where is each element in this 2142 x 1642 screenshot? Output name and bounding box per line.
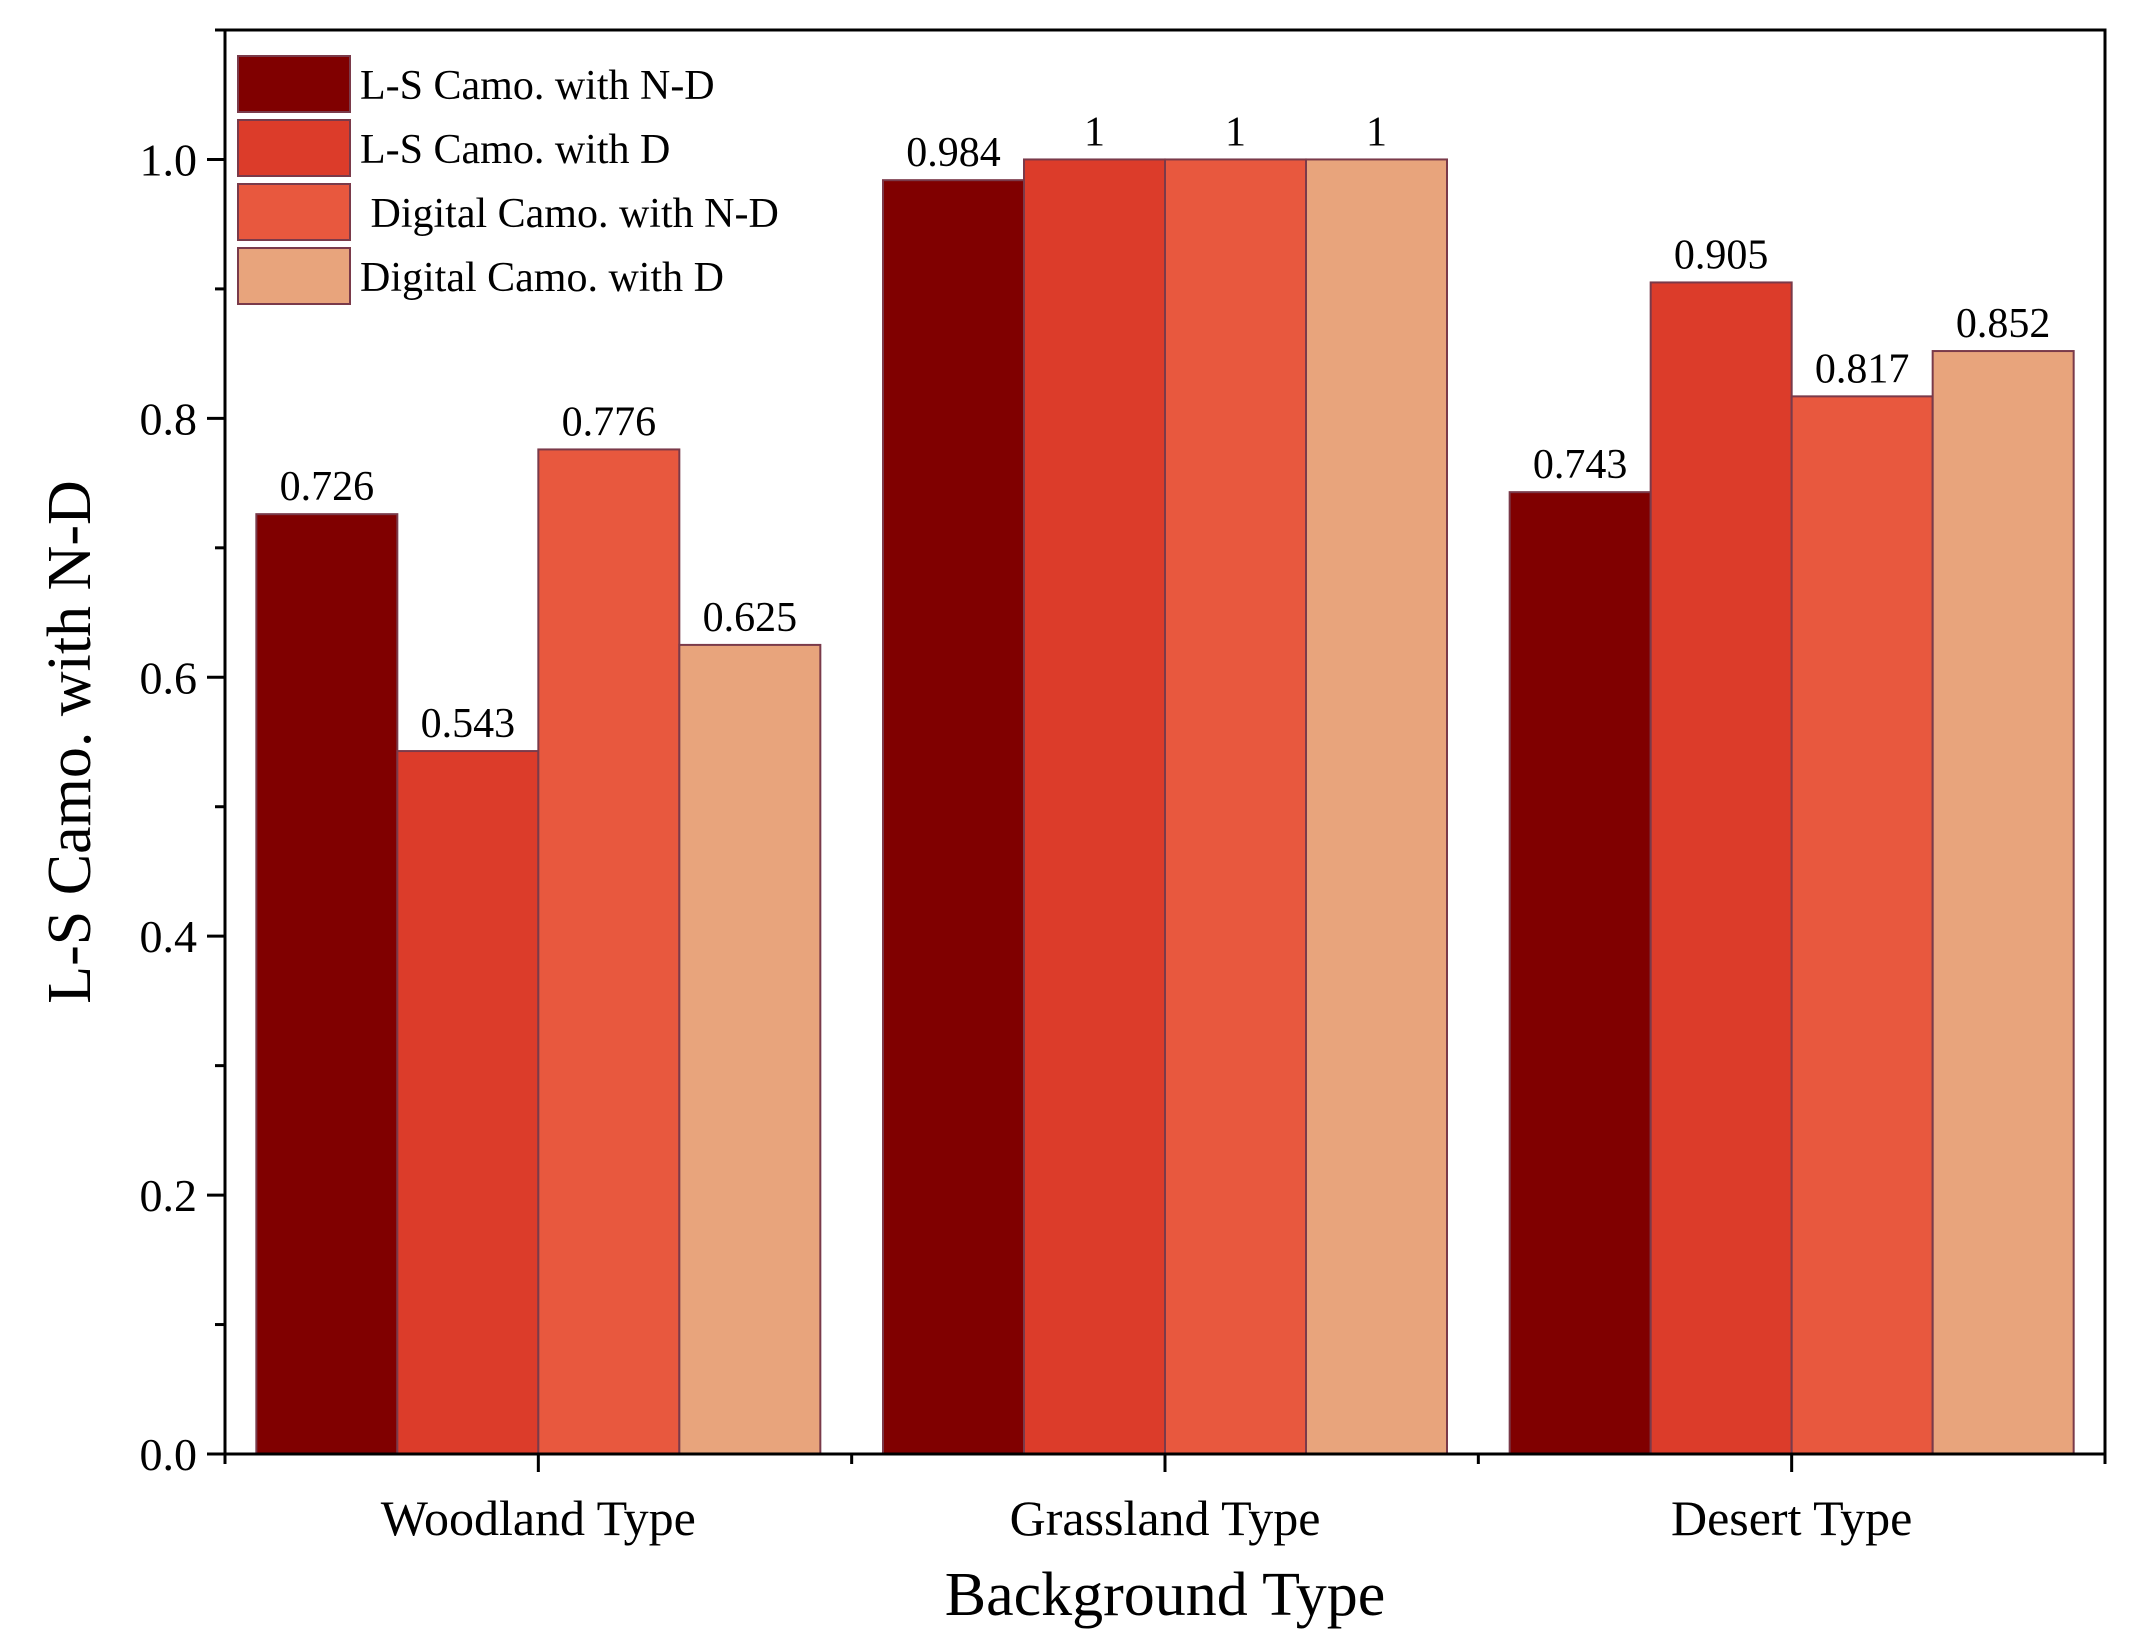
legend-label: L-S Camo. with D <box>360 127 670 173</box>
bar-3-grassland-type <box>1164 158 1307 1455</box>
data-labels-layer: 0.726 0.543 0.776 0.625 0.984 1 1 1 0.743 0.905 0.… <box>280 109 2051 747</box>
legend-label: L-S Camo. with N-D <box>360 63 715 109</box>
data-label: 0.726 <box>280 464 375 510</box>
bar-3-woodland-type <box>537 448 681 1455</box>
y-tick-label: 0.8 <box>140 393 198 444</box>
data-label: 0.817 <box>1815 346 1910 392</box>
data-label: 1 <box>1225 109 1246 155</box>
legend-swatch <box>237 119 351 177</box>
axes-layer: 0.0 0.2 0.4 0.6 0.8 1.0 Woodland Type Grassland… <box>140 28 2107 1546</box>
data-label: 0.984 <box>906 130 1001 176</box>
legend-label: Digital Camo. with N-D <box>360 191 779 237</box>
y-tick-label: 0.0 <box>140 1429 198 1480</box>
legend-swatch <box>237 183 351 241</box>
bar-2-desert-type <box>1649 281 1793 1455</box>
y-axis-title: L-S Camo. with N-D <box>36 480 104 1004</box>
legend-swatch <box>237 55 351 113</box>
bar-2-woodland-type <box>396 750 540 1455</box>
data-label: 0.905 <box>1674 232 1769 278</box>
y-tick-label: 1.0 <box>140 134 198 185</box>
bar-4-woodland-type <box>678 643 822 1455</box>
data-label: 0.625 <box>703 595 798 641</box>
data-label: 0.743 <box>1533 442 1628 488</box>
y-tick-label: 0.4 <box>140 911 198 962</box>
x-tick-label: Woodland Type <box>381 1490 696 1546</box>
data-label: 1 <box>1366 109 1387 155</box>
data-label: 1 <box>1084 109 1105 155</box>
bar-4-grassland-type <box>1305 158 1448 1455</box>
legend-label: Digital Camo. with D <box>360 255 724 301</box>
x-axis-title: Background Type <box>945 1561 1385 1629</box>
x-tick-label: Desert Type <box>1671 1490 1912 1546</box>
bar-1-woodland-type <box>255 513 399 1455</box>
bar-4-desert-type <box>1931 350 2075 1456</box>
data-label: 0.776 <box>562 399 657 445</box>
legend-swatch <box>237 247 351 305</box>
legend: L-S Camo. with N-D L-S Camo. with D Digit… <box>237 55 779 305</box>
bar-3-desert-type <box>1790 395 1934 1456</box>
bars-layer <box>255 158 2075 1456</box>
bar-1-desert-type <box>1508 491 1652 1456</box>
y-tick-label: 0.6 <box>140 652 198 703</box>
bar-1-grassland-type <box>882 179 1025 1456</box>
bar-2-grassland-type <box>1023 158 1166 1455</box>
data-label: 0.852 <box>1956 301 2051 347</box>
y-tick-label: 0.2 <box>140 1170 198 1221</box>
data-label: 0.543 <box>421 701 516 747</box>
x-tick-label: Grassland Type <box>1010 1490 1321 1546</box>
